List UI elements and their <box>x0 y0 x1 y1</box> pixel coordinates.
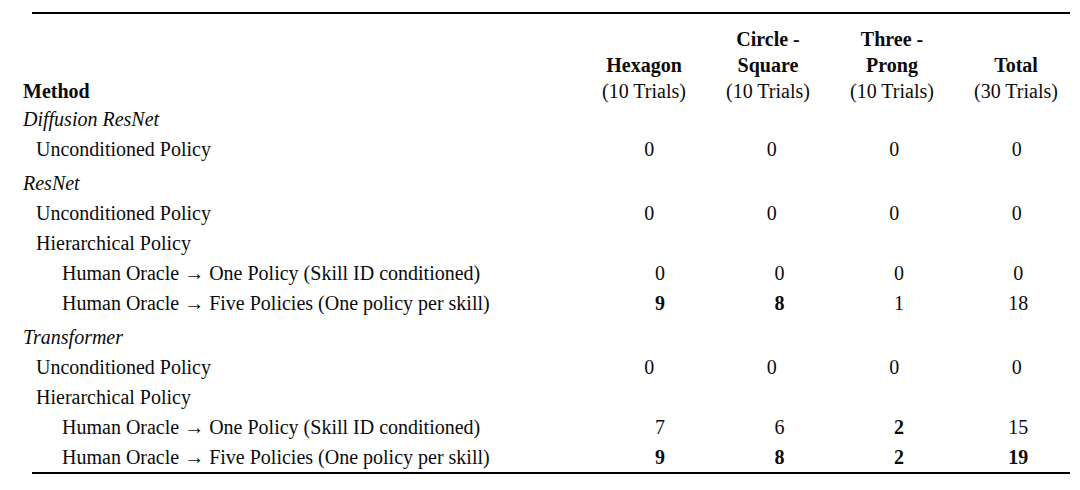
row-label: Unconditioned Policy <box>23 134 588 164</box>
cell-circle-square <box>706 322 830 352</box>
column-header-trials: (30 Trials) <box>954 78 1078 104</box>
row-label: Unconditioned Policy <box>23 352 588 382</box>
cell-three-prong <box>830 104 954 134</box>
cell-total <box>954 168 1078 198</box>
cell-circle-square: 0 <box>711 134 833 164</box>
column-header-total: Total (30 Trials) <box>954 52 1078 104</box>
cell-circle-square: 0 <box>711 352 833 382</box>
cell-three-prong: 0 <box>833 352 955 382</box>
column-header-trials: (10 Trials) <box>582 78 706 104</box>
cell-circle-square: 0 <box>720 258 839 288</box>
method-column-header: Method <box>23 78 582 104</box>
column-header-circle-square: Circle - Square (10 Trials) <box>706 26 830 104</box>
row-label: Human Oracle → Five Policies (One policy… <box>23 288 600 318</box>
cell-circle-square <box>706 168 830 198</box>
column-header-line: Hexagon <box>582 52 706 78</box>
cell-circle-square <box>711 382 833 412</box>
row-resnet: ResNet <box>23 168 1078 198</box>
cell-hexagon: 7 <box>600 412 719 442</box>
cell-hexagon: 0 <box>588 134 710 164</box>
row-human-oracle-one-policy: Human Oracle → One Policy (Skill ID cond… <box>23 412 1078 442</box>
column-header-line: Prong <box>830 52 954 78</box>
row-human-oracle-five-policies: Human Oracle → Five Policies (One policy… <box>23 288 1078 318</box>
cell-hexagon: 0 <box>600 258 719 288</box>
column-header-trials: (10 Trials) <box>706 78 830 104</box>
cell-three-prong <box>830 168 954 198</box>
row-label: Transformer <box>23 322 582 352</box>
cell-total: 0 <box>956 134 1078 164</box>
row-label: Human Oracle → Five Policies (One policy… <box>23 442 600 472</box>
row-human-oracle-five-policies: Human Oracle → Five Policies (One policy… <box>23 442 1078 472</box>
row-label: Unconditioned Policy <box>23 198 588 228</box>
cell-three-prong: 0 <box>833 198 955 228</box>
cell-total <box>954 322 1078 352</box>
row-unconditioned-policy: Unconditioned Policy 0 0 0 0 <box>23 352 1078 382</box>
row-unconditioned-policy: Unconditioned Policy 0 0 0 0 <box>23 198 1078 228</box>
table-header-row: Method Hexagon (10 Trials) Circle - Squa… <box>23 14 1078 104</box>
cell-total <box>956 228 1078 258</box>
cell-hexagon: 0 <box>588 352 710 382</box>
cell-three-prong <box>833 228 955 258</box>
cell-circle-square: 0 <box>711 198 833 228</box>
column-header-line: Square <box>706 52 830 78</box>
cell-three-prong: 0 <box>833 134 955 164</box>
column-header-line: Circle - <box>706 26 830 52</box>
cell-total: 0 <box>959 258 1078 288</box>
cell-circle-square <box>706 104 830 134</box>
table-content: Method Hexagon (10 Trials) Circle - Squa… <box>23 14 1078 472</box>
row-transformer: Transformer <box>23 322 1078 352</box>
results-table: Method Hexagon (10 Trials) Circle - Squa… <box>0 0 1080 474</box>
cell-total: 18 <box>959 288 1078 318</box>
column-header-trials: (10 Trials) <box>830 78 954 104</box>
cell-hexagon: 9 <box>600 442 719 472</box>
cell-total <box>954 104 1078 134</box>
column-header-three-prong: Three - Prong (10 Trials) <box>830 26 954 104</box>
cell-hexagon <box>588 228 710 258</box>
row-diffusion-resnet: Diffusion ResNet <box>23 104 1078 134</box>
row-label: ResNet <box>23 168 582 198</box>
cell-total: 15 <box>959 412 1078 442</box>
cell-hexagon <box>582 104 706 134</box>
row-label: Human Oracle → One Policy (Skill ID cond… <box>23 258 600 288</box>
cell-three-prong <box>830 322 954 352</box>
cell-hexagon: 9 <box>600 288 719 318</box>
table-body: Diffusion ResNet Unconditioned Policy 0 … <box>23 104 1078 472</box>
cell-circle-square: 8 <box>720 288 839 318</box>
cell-circle-square: 6 <box>720 412 839 442</box>
cell-three-prong: 0 <box>839 258 958 288</box>
cell-hexagon <box>582 168 706 198</box>
row-unconditioned-policy: Unconditioned Policy 0 0 0 0 <box>23 134 1078 164</box>
cell-three-prong: 1 <box>839 288 958 318</box>
cell-total: 19 <box>959 442 1078 472</box>
cell-total <box>956 382 1078 412</box>
cell-hexagon <box>588 382 710 412</box>
cell-three-prong: 2 <box>839 442 958 472</box>
cell-hexagon: 0 <box>588 198 710 228</box>
row-label: Hierarchical Policy <box>23 382 588 412</box>
column-header-hexagon: Hexagon (10 Trials) <box>582 52 706 104</box>
column-header-line: Three - <box>830 26 954 52</box>
column-header-line: Total <box>954 52 1078 78</box>
row-hierarchical-policy: Hierarchical Policy <box>23 382 1078 412</box>
cell-three-prong <box>833 382 955 412</box>
cell-circle-square <box>711 228 833 258</box>
cell-hexagon <box>582 322 706 352</box>
cell-circle-square: 8 <box>720 442 839 472</box>
cell-total: 0 <box>956 352 1078 382</box>
row-label: Diffusion ResNet <box>23 104 582 134</box>
row-hierarchical-policy: Hierarchical Policy <box>23 228 1078 258</box>
cell-three-prong: 2 <box>839 412 958 442</box>
row-human-oracle-one-policy: Human Oracle → One Policy (Skill ID cond… <box>23 258 1078 288</box>
row-label: Human Oracle → One Policy (Skill ID cond… <box>23 412 600 442</box>
row-label: Hierarchical Policy <box>23 228 588 258</box>
table-bottom-rule <box>32 472 1070 474</box>
cell-total: 0 <box>956 198 1078 228</box>
